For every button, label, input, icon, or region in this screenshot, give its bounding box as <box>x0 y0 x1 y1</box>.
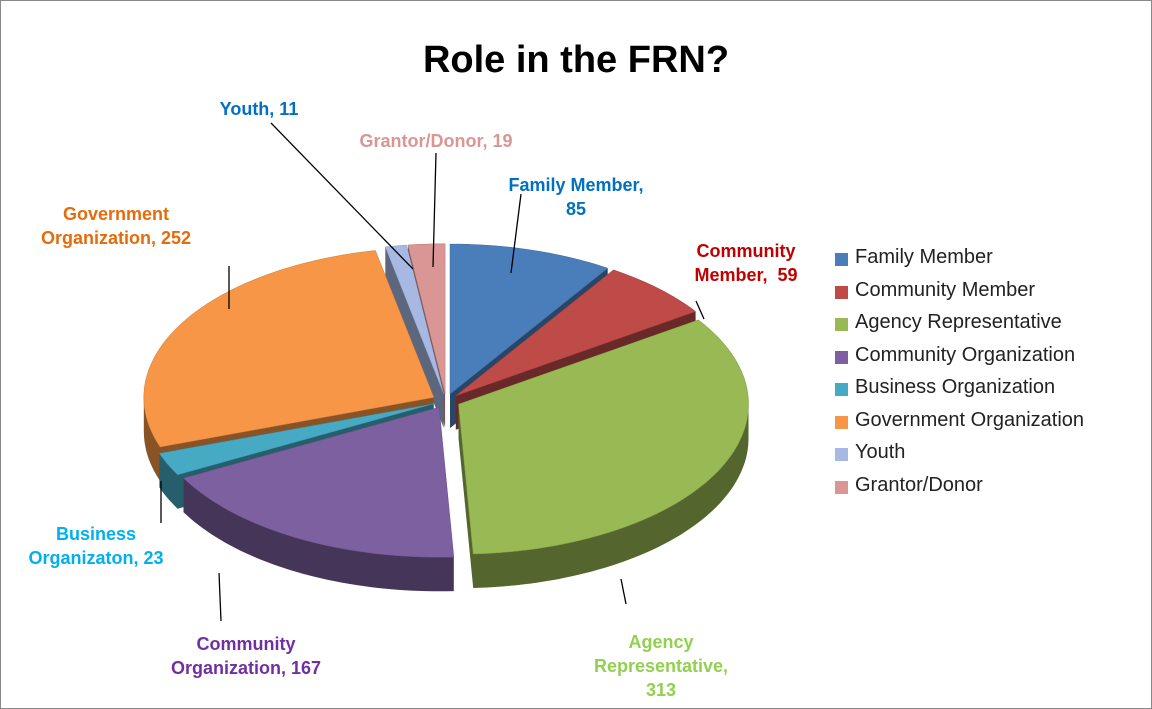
legend-swatch <box>835 448 848 461</box>
data-label: Youth, 11 <box>219 99 299 119</box>
legend-label: Community Member <box>855 278 1036 301</box>
leader-line <box>432 152 437 268</box>
data-label: Community Member, 59 <box>694 241 801 285</box>
leader-line <box>695 300 705 320</box>
leader-line <box>620 578 627 605</box>
data-label: Government Organization, 252 <box>40 204 192 248</box>
legend-label: Government Organization <box>855 408 1085 431</box>
legend-swatch <box>835 383 848 396</box>
leader-line <box>218 572 222 622</box>
legend-swatch <box>835 285 848 299</box>
leader-line <box>510 193 522 274</box>
legend-swatch <box>835 415 848 429</box>
slice-side <box>385 245 444 428</box>
slice <box>455 269 697 397</box>
slice <box>143 250 435 448</box>
legend-label: Business Organization <box>855 376 1056 398</box>
legend-label: Youth <box>855 441 906 463</box>
data-label: Family Member, 85 <box>508 175 649 219</box>
legend-label: Agency Representative <box>855 311 1062 333</box>
data-label: Grantor/Donor, 19 <box>359 131 513 151</box>
legend-label: Community Organization <box>855 343 1076 366</box>
chart-title: Role in the FRN? <box>422 39 730 81</box>
legend-swatch <box>835 318 848 331</box>
slice <box>182 406 455 558</box>
legend-label: Grantor/Donor <box>855 473 983 496</box>
slice <box>458 319 749 555</box>
data-label: Community Organization, 167 <box>170 634 322 678</box>
legend-swatch <box>835 480 848 494</box>
data-label: Business Organizaton, 23 <box>28 524 164 568</box>
slice <box>449 243 609 395</box>
leader-line <box>270 122 414 270</box>
legend-swatch <box>835 350 848 364</box>
slice <box>407 243 446 394</box>
legend-swatch <box>835 253 848 266</box>
slice <box>158 403 434 476</box>
legend-label: Family Member <box>855 246 993 268</box>
slice <box>384 244 444 394</box>
data-label: Agency Representative, 313 <box>593 632 734 700</box>
